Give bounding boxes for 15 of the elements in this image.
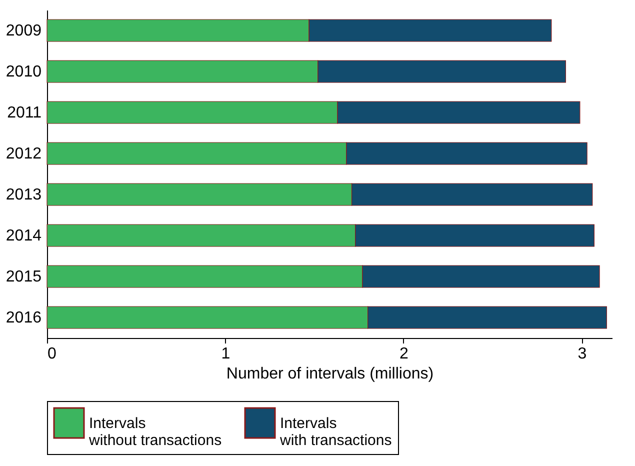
x-tick-label: 3: [578, 346, 587, 362]
legend-label: Intervals with transactions: [279, 415, 392, 449]
y-tick-label: 2014: [6, 228, 42, 244]
y-tick-label: 2012: [6, 146, 42, 162]
y-tick-label: 2011: [7, 104, 42, 122]
y-tick-label: 2010: [6, 64, 42, 80]
x-tick-label: 2: [400, 346, 409, 362]
legend-label: Intervals without transactions: [88, 415, 222, 449]
x-axis-title: Number of intervals (millions): [226, 366, 434, 382]
x-tick-label: 1: [221, 346, 230, 362]
x-tick-label: 0: [48, 346, 56, 362]
y-tick-label: 2009: [6, 22, 42, 40]
y-tick-label: 2016: [6, 310, 42, 326]
y-tick-label: 2013: [6, 186, 42, 204]
y-tick-label: 2015: [6, 268, 42, 286]
